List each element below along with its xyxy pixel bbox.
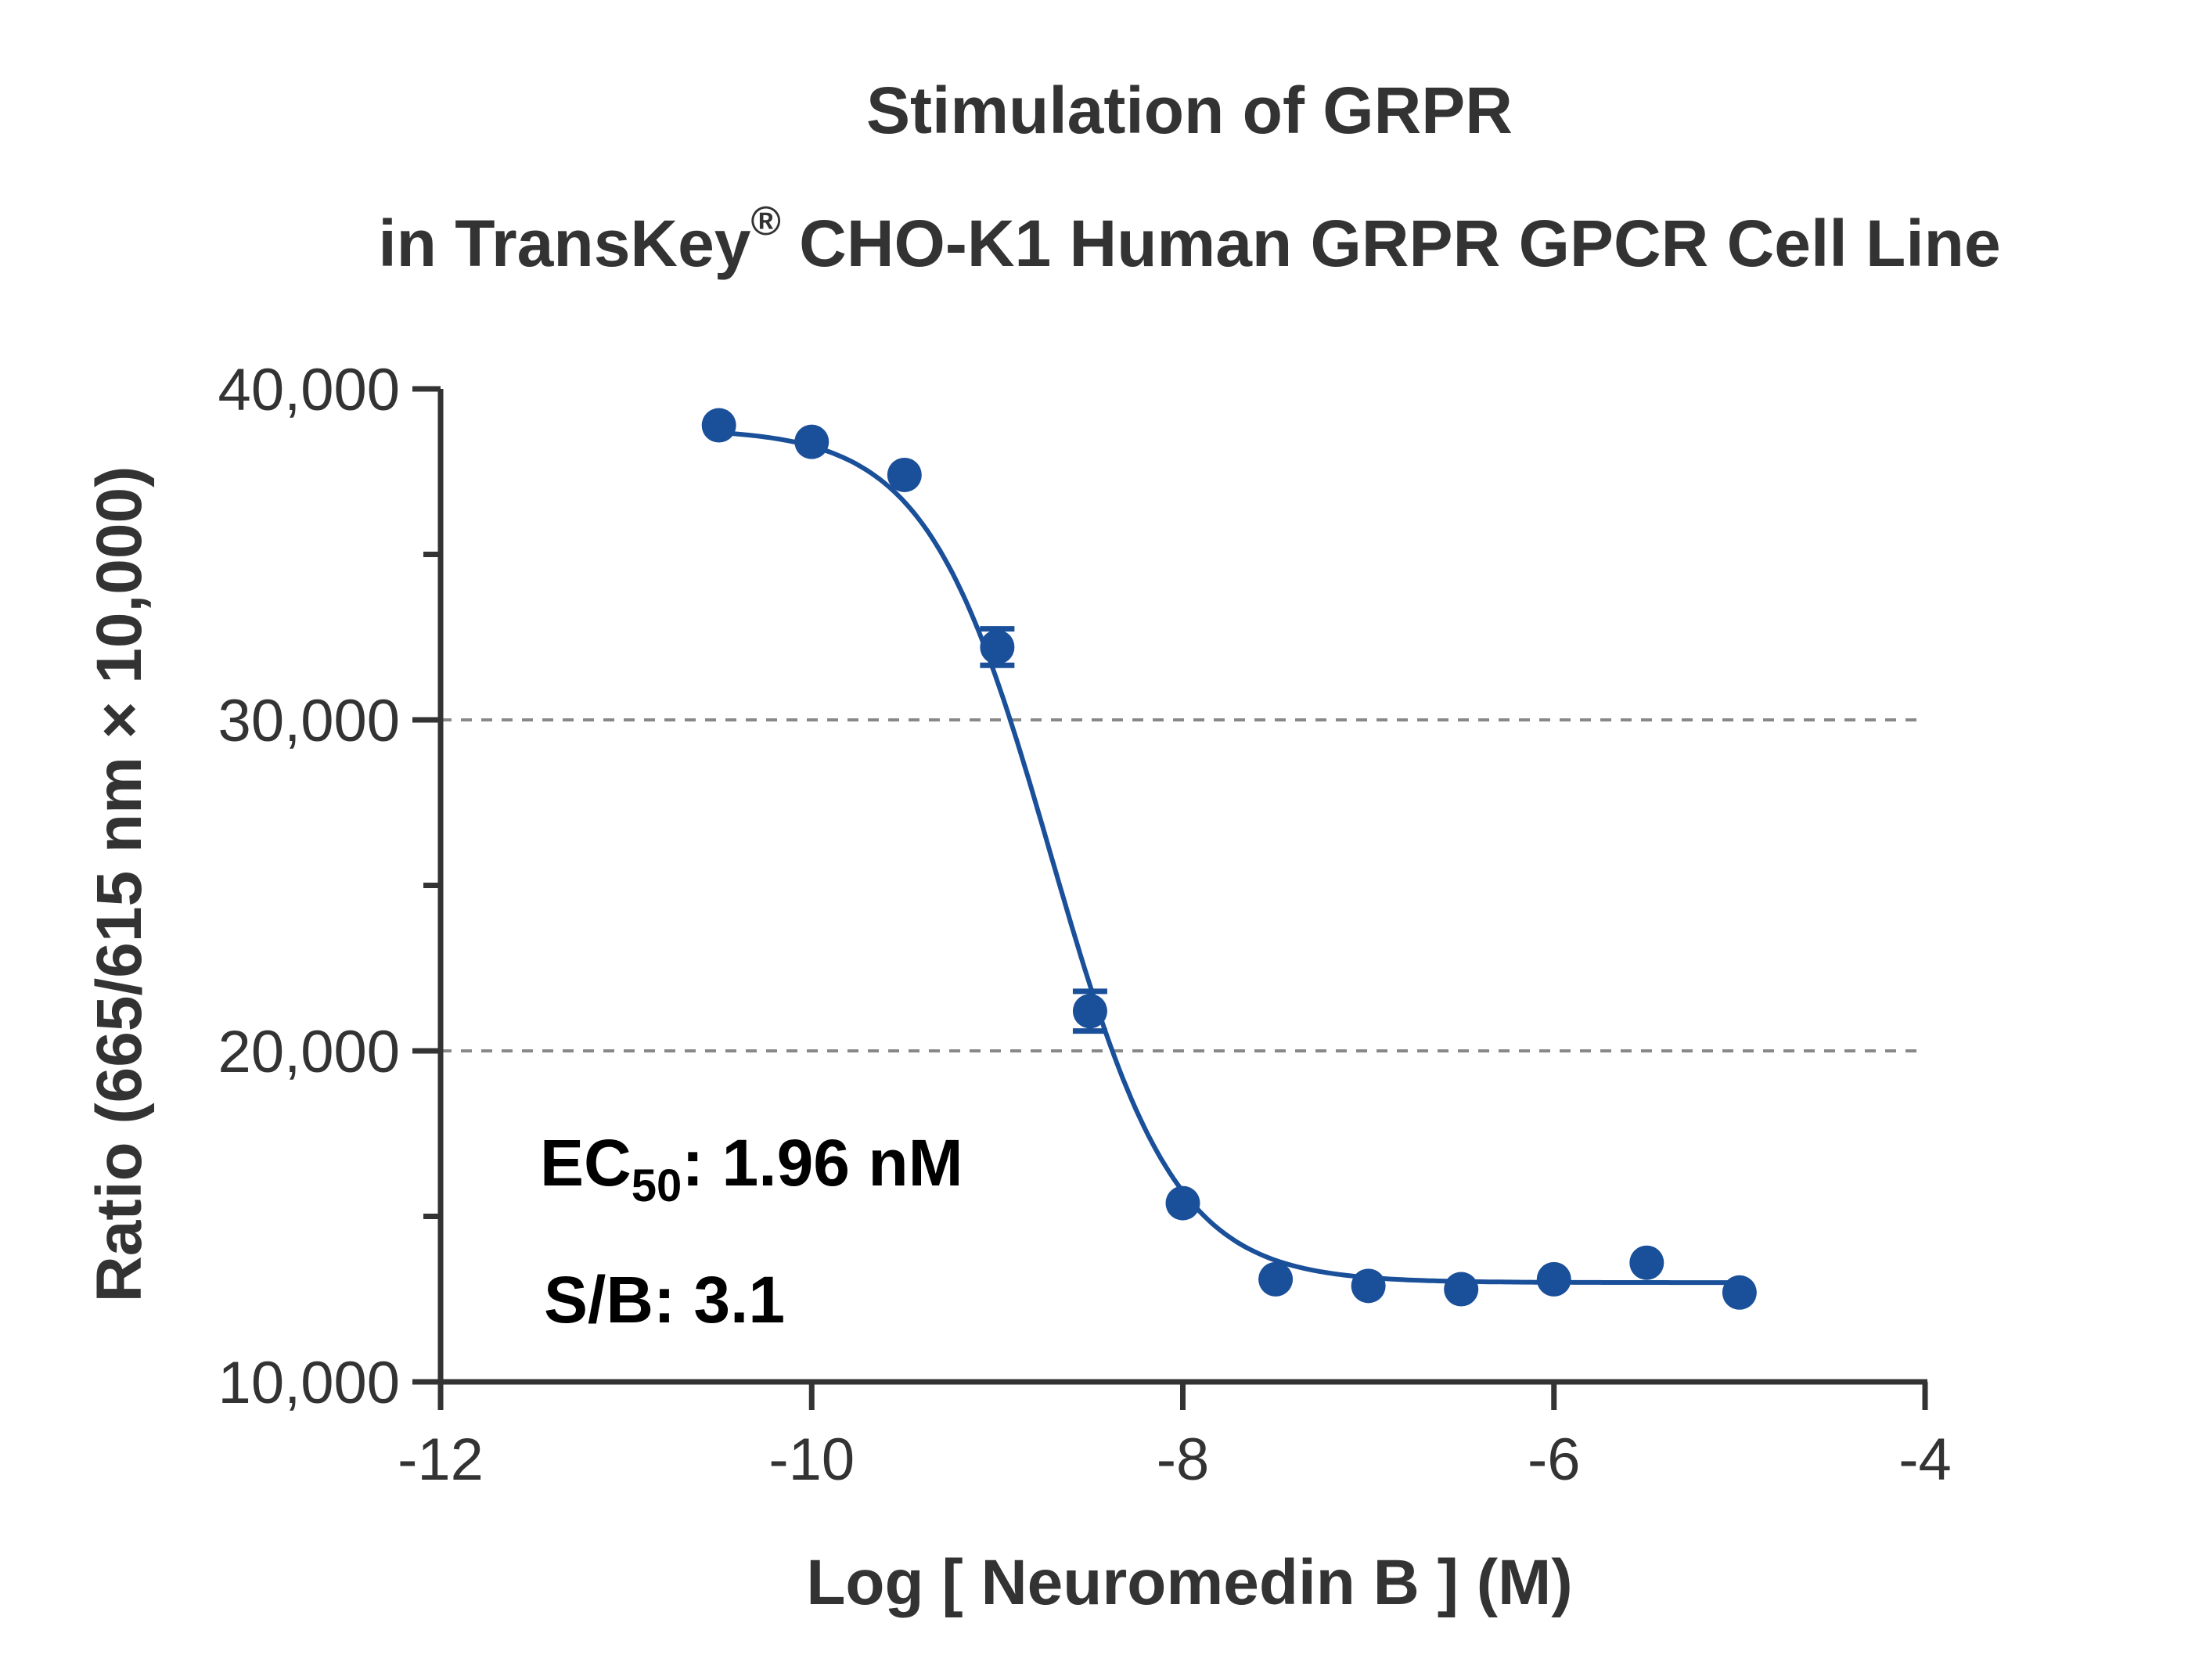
data-point [1722,1275,1757,1310]
gridlines [441,718,1925,1052]
ec50-label: EC [540,1126,632,1200]
data-point [1536,1261,1571,1297]
y-tick-label: 30,000 [218,688,400,754]
chart-title-line1: Stimulation of GRPR [866,74,1513,147]
y-axis-title: Ratio (665/615 nm × 10,000) [84,466,155,1303]
y-tick-label: 20,000 [218,1019,400,1085]
x-tick-label: -6 [1528,1426,1581,1493]
chart-title-line2: in TransKey® CHO-K1 Human GRPR GPCR Cell… [378,199,2000,280]
y-tick-label: 10,000 [218,1350,400,1416]
data-point [701,408,736,443]
axes: 10,000 20,000 30,000 40,000 -12 -10 -8 -6 -4 [218,357,1952,1493]
sb-annotation: S/B: 3.1 [544,1263,785,1336]
chart-title-line2-post: CHO-K1 Human GRPR GPCR Cell Line [781,207,2001,280]
chart-title-line2-pre: in TransKey [378,207,750,280]
x-tick-label: -8 [1157,1426,1210,1493]
data-point [1444,1272,1479,1307]
data-point [1629,1245,1664,1280]
data-points [701,408,1757,1310]
x-tick-label: -12 [398,1426,484,1493]
x-tick-label: -4 [1898,1426,1952,1493]
data-point [1165,1185,1200,1221]
data-point [1351,1268,1386,1304]
data-point [980,629,1015,664]
y-tick-label: 40,000 [218,357,400,423]
x-tick-label: -10 [768,1426,855,1493]
data-point [887,457,922,492]
data-point [1072,994,1107,1029]
ec50-subscript: 50 [632,1160,682,1211]
data-point [1258,1261,1294,1297]
ec50-annotation: EC50: 1.96 nM [540,1126,963,1211]
data-point [794,424,829,459]
ec50-value: : 1.96 nM [682,1126,963,1200]
registered-mark: ® [751,199,781,244]
x-axis-title: Log [ Neuromedin B ] (M) [806,1547,1572,1618]
